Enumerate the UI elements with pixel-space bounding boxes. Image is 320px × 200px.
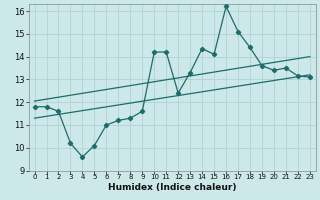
X-axis label: Humidex (Indice chaleur): Humidex (Indice chaleur)	[108, 183, 236, 192]
